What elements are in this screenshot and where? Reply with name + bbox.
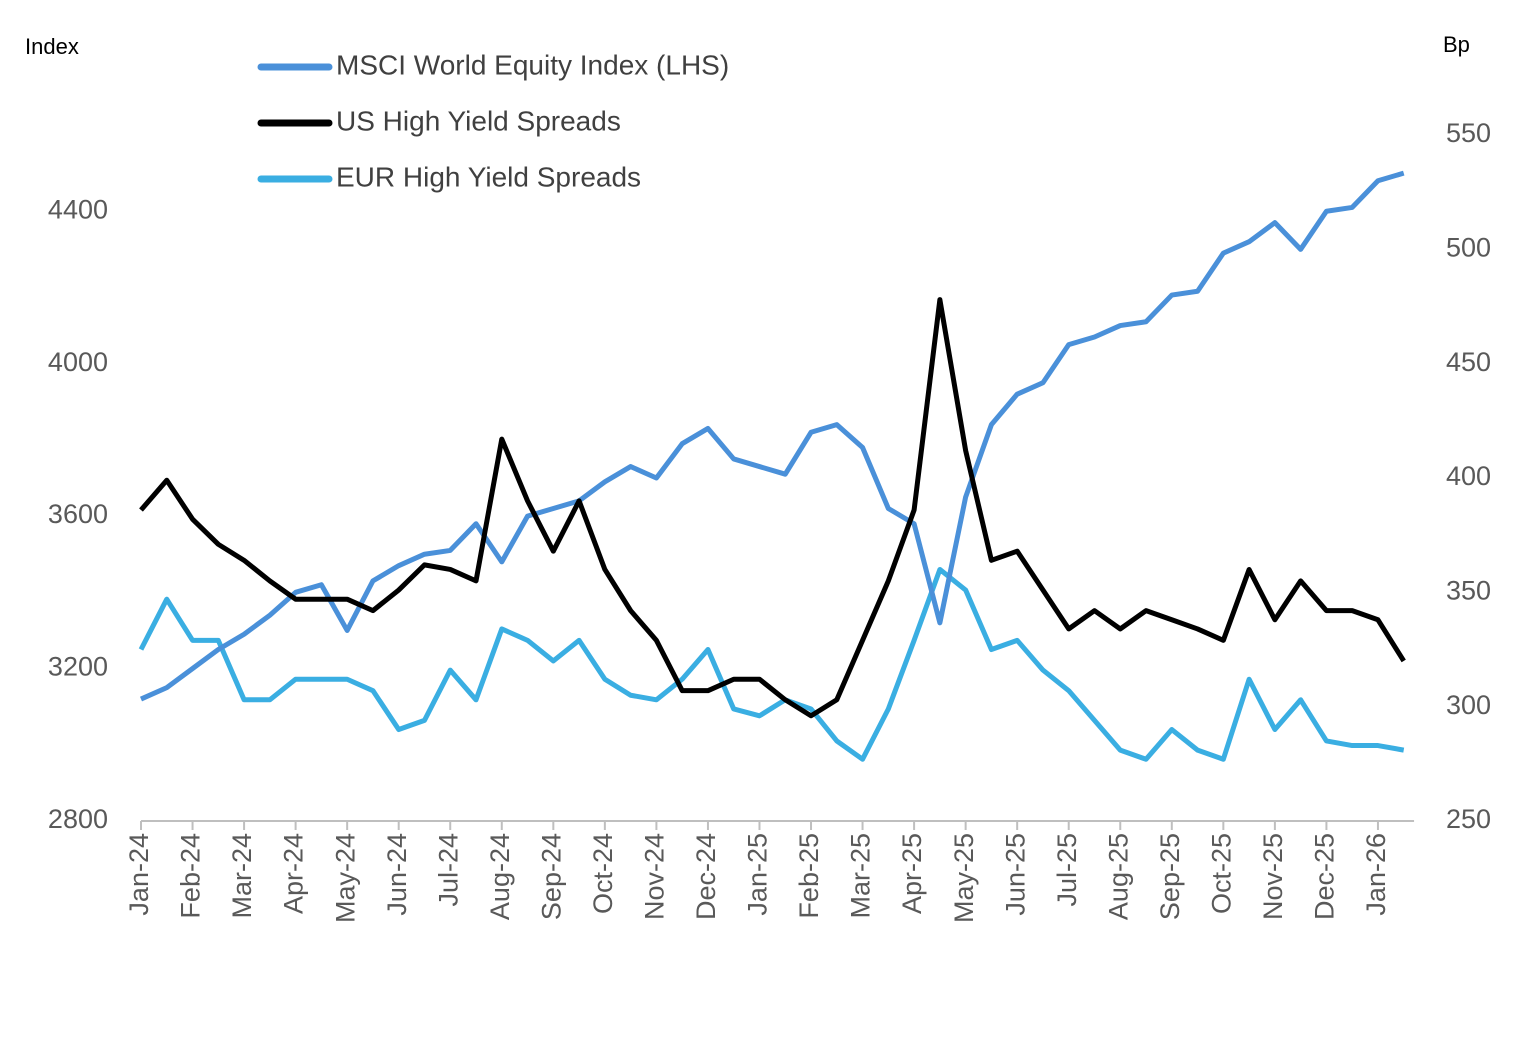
y2-tick-label: 400	[1446, 461, 1491, 491]
y-tick-label: 3200	[48, 652, 108, 682]
series-line	[139, 170, 1405, 702]
y-tick-label: 3600	[48, 499, 108, 529]
series-line	[139, 297, 1406, 719]
x-tick-label: May-24	[330, 833, 360, 923]
x-tick-label: Mar-25	[846, 833, 876, 919]
x-tick-label: Nov-25	[1258, 833, 1288, 920]
x-tick-label: Jan-25	[743, 833, 773, 916]
y-tick-label: 4400	[48, 194, 108, 224]
y-axis-label: Index	[25, 34, 79, 59]
x-tick-label: Dec-24	[691, 833, 721, 920]
y2-tick-label: 250	[1446, 804, 1491, 834]
x-tick-label: Sep-24	[536, 833, 566, 920]
x-tick-label: Feb-25	[794, 833, 824, 919]
x-tick-label: Aug-24	[485, 833, 515, 920]
x-tick-label: Mar-24	[227, 833, 257, 919]
x-tick-label: Jun-25	[1000, 833, 1030, 916]
x-tick-label: May-25	[949, 833, 979, 923]
x-tick-label: Jan-24	[124, 833, 154, 916]
x-tick-label: Aug-25	[1103, 833, 1133, 920]
x-tick-label: Sep-25	[1155, 833, 1185, 920]
x-tick-label: Dec-25	[1310, 833, 1340, 920]
y2-tick-label: 500	[1446, 232, 1491, 262]
y2-tick-label: 450	[1446, 347, 1491, 377]
y2-axis-label: Bp	[1443, 32, 1470, 57]
y2-tick-label: 350	[1446, 575, 1491, 605]
x-tick-label: Feb-24	[176, 833, 206, 919]
x-tick-label: Oct-25	[1206, 833, 1236, 914]
series-line	[138, 566, 1405, 762]
x-tick-label: Jan-26	[1361, 833, 1391, 916]
x-tick-label: Jul-24	[433, 833, 463, 907]
x-tick-label: Jul-25	[1052, 833, 1082, 907]
y-tick-label: 2800	[48, 804, 108, 834]
y-tick-label: 4000	[48, 347, 108, 377]
x-tick-label: Apr-25	[897, 833, 927, 914]
x-tick-label: Apr-24	[279, 833, 309, 914]
legend-label: EUR High Yield Spreads	[336, 161, 641, 192]
x-tick-label: Nov-24	[640, 833, 670, 920]
x-tick-label: Jun-24	[382, 833, 412, 916]
x-tick-label: Oct-24	[588, 833, 618, 914]
y2-tick-label: 300	[1446, 690, 1491, 720]
legend-label: MSCI World Equity Index (LHS)	[336, 49, 729, 80]
y2-tick-label: 550	[1446, 118, 1491, 148]
legend-label: US High Yield Spreads	[336, 105, 621, 136]
